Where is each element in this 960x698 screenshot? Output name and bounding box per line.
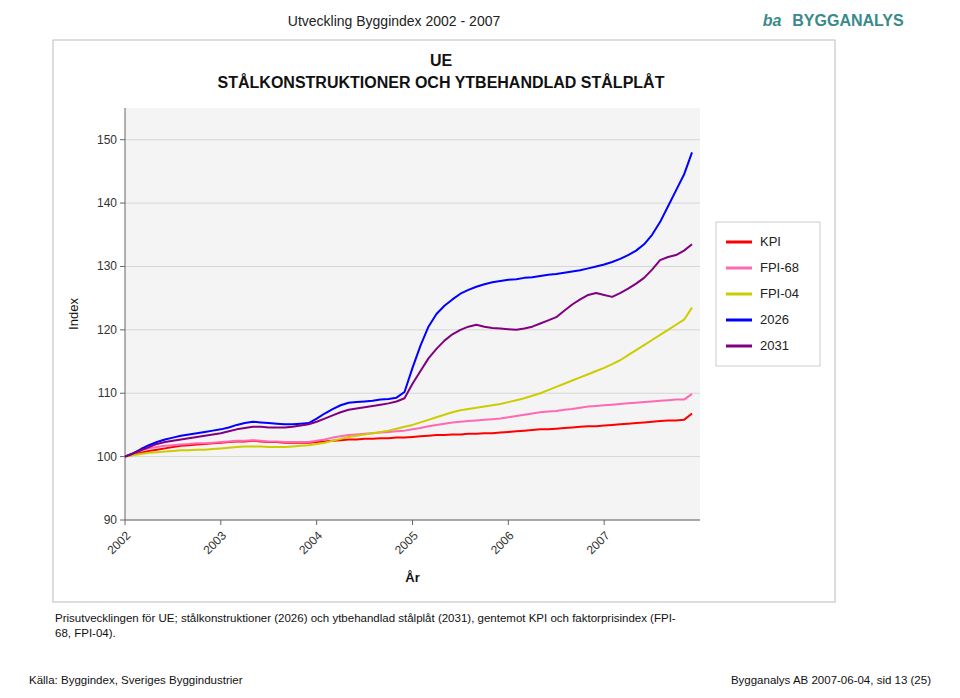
body-text: Prisutvecklingen för UE; stålkonstruktio… — [55, 612, 676, 639]
logo-text: BYGGANALYS — [792, 12, 904, 29]
tick-label: 2002 — [105, 528, 134, 557]
tick-label: 2005 — [392, 528, 421, 557]
series-line — [125, 244, 692, 456]
tick-mark — [220, 520, 221, 525]
legend: KPI FPI-68 FPI-04 2026 2031 — [716, 222, 820, 366]
legend-label: FPI-04 — [760, 286, 799, 301]
series-line — [125, 152, 692, 456]
tick-label: 140 — [97, 196, 117, 210]
chart-box — [53, 40, 835, 602]
tick-mark — [120, 203, 125, 204]
y-axis-label: Index — [66, 298, 81, 330]
tick-label: 120 — [97, 323, 117, 337]
legend-swatch — [726, 267, 752, 270]
grid-line — [125, 266, 700, 267]
grid-line — [125, 393, 700, 394]
footer-right: Bygganalys AB 2007-06-04, sid 13 (25) — [731, 674, 931, 686]
tick-label: 150 — [97, 133, 117, 147]
tick-mark — [120, 139, 125, 140]
x-axis-line — [125, 520, 700, 521]
tick-mark — [120, 456, 125, 457]
tick-mark — [120, 393, 125, 394]
grid-line — [125, 520, 700, 521]
tick-label: 2007 — [584, 528, 613, 557]
tick-label: 2004 — [296, 528, 325, 557]
tick-mark — [508, 520, 509, 525]
tick-label: 90 — [104, 513, 118, 527]
legend-label: 2031 — [760, 338, 789, 353]
page-title: Utveckling Byggindex 2002 - 2007 — [288, 13, 501, 29]
tick-label: 2003 — [200, 528, 229, 557]
x-axis: 2002 2003 2004 2005 2006 2007 — [105, 520, 613, 557]
legend-swatch — [726, 293, 752, 296]
tick-label: 130 — [97, 259, 117, 273]
legend-box — [716, 222, 820, 366]
legend-swatch — [726, 345, 752, 348]
legend-label: 2026 — [760, 312, 789, 327]
grid-line — [125, 329, 700, 330]
tick-mark — [412, 520, 413, 525]
tick-label: 100 — [97, 450, 117, 464]
legend-swatch — [726, 319, 752, 322]
tick-mark — [120, 266, 125, 267]
chart-subtitle: STÅLKONSTRUKTIONER OCH YTBEHANDLAD STÅLP… — [218, 73, 665, 91]
grid-line — [125, 456, 700, 457]
body-text-line: 68, FPI-04). — [55, 627, 116, 639]
x-axis-label: År — [405, 570, 419, 585]
body-text-line: Prisutvecklingen för UE; stålkonstruktio… — [55, 612, 676, 624]
plot-area — [125, 108, 700, 520]
tick-mark — [120, 329, 125, 330]
tick-mark — [120, 520, 125, 521]
grid-line — [125, 203, 700, 204]
footer-left: Källa: Byggindex, Sveriges Byggindustrie… — [29, 674, 243, 686]
y-axis: 90 100 110 120 130 140 150 — [97, 133, 700, 527]
legend-label: KPI — [760, 234, 781, 249]
tick-mark — [604, 520, 605, 525]
tick-label: 110 — [98, 386, 117, 400]
y-axis-line — [125, 108, 126, 520]
tick-mark — [316, 520, 317, 525]
tick-mark — [125, 520, 126, 525]
series-group — [125, 152, 692, 456]
chart-title: UE — [430, 52, 453, 69]
logo-mark: ba — [763, 12, 782, 29]
legend-swatch — [726, 241, 752, 244]
legend-label: FPI-68 — [760, 260, 799, 275]
tick-label: 2006 — [488, 528, 517, 557]
grid-line — [125, 139, 700, 140]
chart: Utveckling Byggindex 2002 - 2007 ba BYGGAN… — [0, 0, 960, 698]
